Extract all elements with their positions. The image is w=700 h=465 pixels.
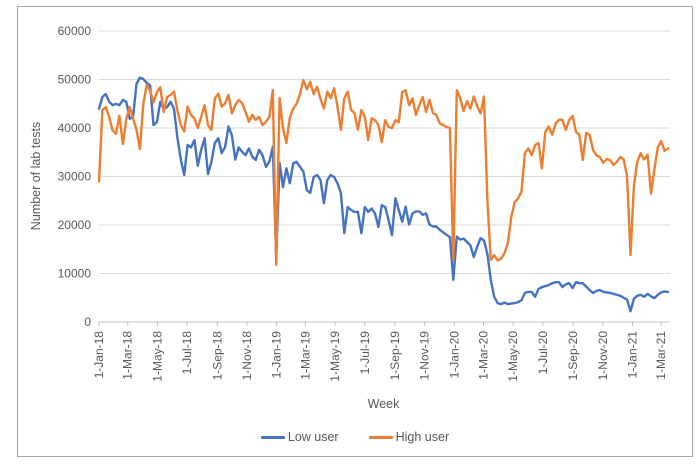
y-tick-label: 20000 — [58, 218, 92, 232]
high-user-line-swatch — [368, 435, 393, 439]
legend-label-low-user: Low user — [287, 430, 339, 444]
legend-item-high-user: High user — [368, 430, 450, 444]
y-tick-label: 30000 — [58, 170, 92, 184]
series-line-high-user — [97, 78, 670, 266]
y-tick-label: 10000 — [58, 267, 92, 281]
x-tick-label: 1-Mar-19 — [298, 331, 312, 380]
legend: Low user High user — [18, 430, 692, 444]
x-tick-label: 1-Nov-18 — [240, 331, 254, 381]
x-axis-title: Week — [367, 397, 400, 411]
x-tick-label: 1-Sep-18 — [210, 331, 224, 381]
low-user-line-swatch — [260, 435, 285, 439]
x-tick-label: 1-Jul-18 — [180, 331, 194, 375]
y-tick-label: 60000 — [58, 24, 92, 38]
x-tick-label: 1-Jan-19 — [270, 331, 284, 379]
x-tick-label: 1-Jan-18 — [92, 331, 106, 379]
x-tick-label: 1-Mar-20 — [477, 331, 491, 380]
x-tick-label: 1-May-20 — [506, 331, 520, 382]
x-tick-label: 1-May-19 — [328, 331, 342, 382]
x-tick-label: 1-Jul-20 — [536, 331, 550, 375]
x-tick-label: 1-Nov-19 — [418, 331, 432, 381]
x-tick-label: 1-Jul-19 — [358, 331, 372, 375]
x-tick-label: 1-Mar-21 — [654, 331, 668, 380]
legend-label-high-user: High user — [395, 430, 450, 444]
y-tick-label: 50000 — [58, 73, 92, 87]
x-tick-label: 1-Nov-20 — [596, 331, 610, 381]
y-tick-label: 0 — [84, 315, 91, 329]
legend-item-low-user: Low user — [260, 430, 339, 444]
y-axis-title: Number of lab tests — [29, 121, 43, 231]
series-line-low-user — [97, 76, 670, 313]
x-tick-label: 1-Jan-20 — [447, 331, 461, 379]
x-tick-label: 1-Mar-18 — [121, 331, 135, 380]
chart-border: 0 10000 20000 30000 40000 50000 60000 1-Jan-18 1… — [17, 6, 693, 457]
x-tick-label: 1-Sep-19 — [388, 331, 402, 381]
y-tick-label: 40000 — [58, 121, 92, 135]
x-tick-label: 1-Jan-21 — [625, 331, 639, 379]
x-tick-label: 1-May-18 — [150, 331, 164, 382]
x-tick-label: 1-Sep-20 — [566, 331, 580, 381]
line-chart: 0 10000 20000 30000 40000 50000 60000 1-Jan-18 1… — [58, 24, 670, 382]
